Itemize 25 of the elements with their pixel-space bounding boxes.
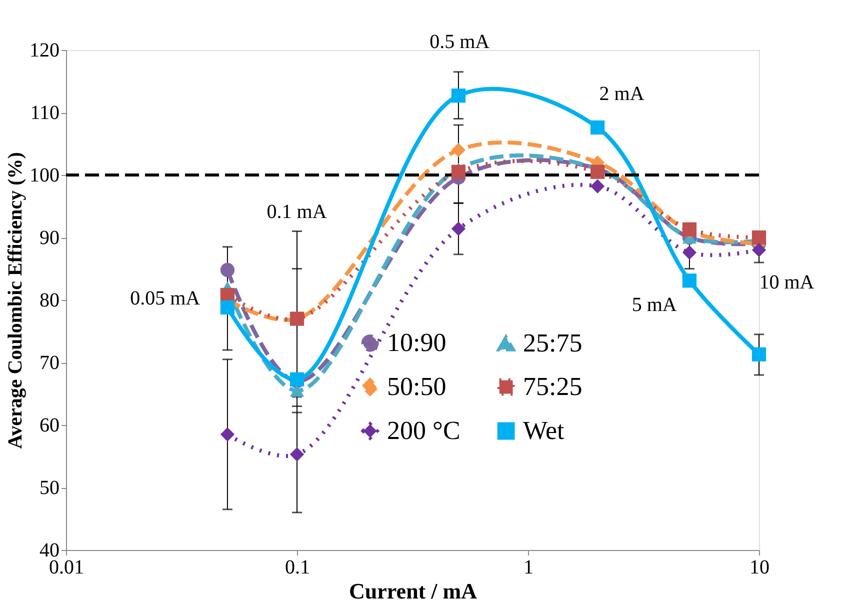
y-tick-label: 90 <box>40 227 60 249</box>
legend-label: 75:25 <box>523 372 582 401</box>
y-tick-label: 80 <box>40 290 60 312</box>
x-tick-label: 0.1 <box>285 556 310 578</box>
annotation: 0.05 mA <box>130 288 201 310</box>
y-tick-label: 110 <box>30 102 60 124</box>
y-tick-label: 120 <box>30 40 60 62</box>
annotation: 5 mA <box>632 294 678 316</box>
x-tick-label: 1 <box>524 556 534 578</box>
y-tick-label: 70 <box>40 352 60 374</box>
x-axis-title: Current / mA <box>349 578 478 604</box>
legend-label: 50:50 <box>387 372 446 401</box>
y-axis-title: Average Coulombic Efficiency (%) <box>4 152 26 449</box>
annotation: 0.1 mA <box>266 201 328 223</box>
y-tick-label: 100 <box>30 164 60 186</box>
legend-label: 10:90 <box>387 328 446 358</box>
annotation: 2 mA <box>599 83 645 105</box>
annotation: 10 mA <box>759 272 815 294</box>
legend-label: 25:75 <box>523 328 582 358</box>
legend-label: 200 °C <box>387 416 460 445</box>
annotation: 0.5 mA <box>430 31 490 53</box>
legend-label: Wet <box>523 416 566 445</box>
y-tick-label: 60 <box>40 414 60 436</box>
y-tick-label: 50 <box>40 477 60 499</box>
x-tick-label: 10 <box>750 556 770 578</box>
